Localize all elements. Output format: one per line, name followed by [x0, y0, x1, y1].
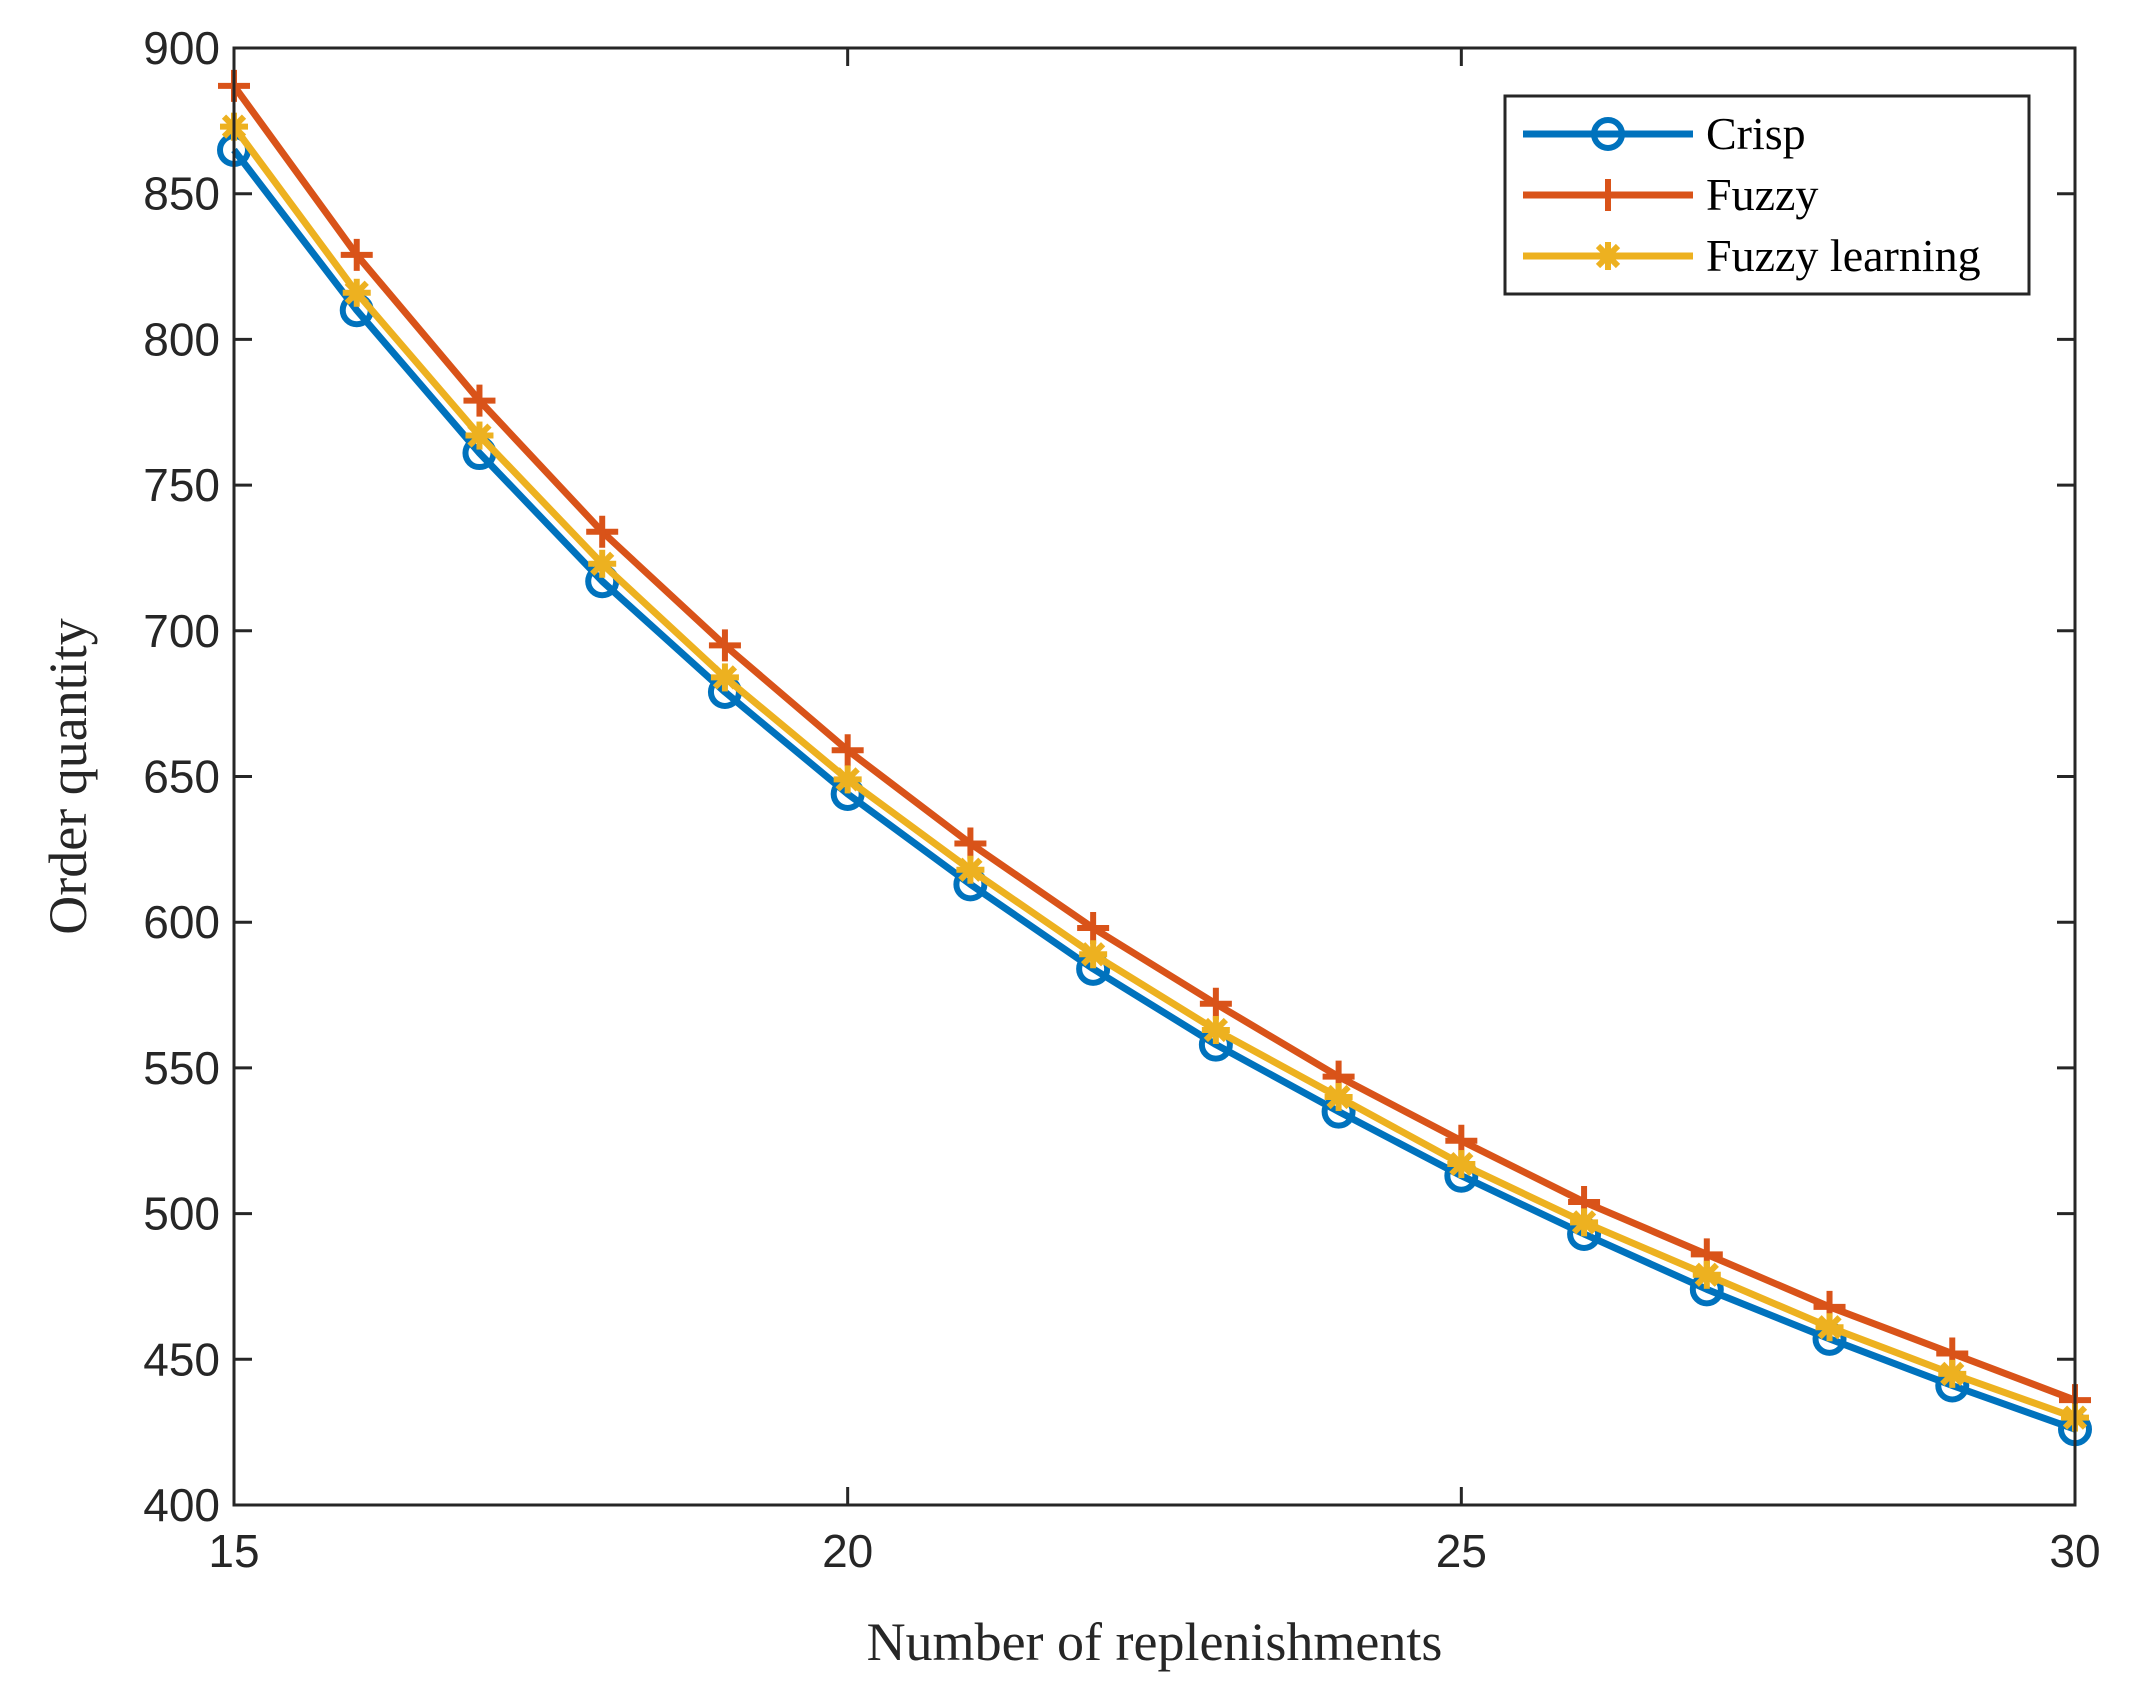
data-point — [342, 278, 371, 307]
legend-label: Fuzzy learning — [1706, 230, 1981, 281]
data-point — [954, 827, 987, 860]
data-point — [831, 734, 864, 767]
legend-label: Crisp — [1706, 108, 1806, 159]
series-fuzzy-learning — [220, 112, 2089, 1432]
y-tick-label: 800 — [143, 313, 220, 365]
y-tick-label: 900 — [143, 22, 220, 74]
data-point — [463, 384, 496, 417]
legend-item: Fuzzy — [1523, 169, 1818, 220]
data-point — [465, 421, 494, 450]
data-point — [1692, 1260, 1721, 1289]
data-point — [1324, 1083, 1353, 1112]
series-fuzzy — [218, 69, 2091, 1417]
legend-marker — [1591, 117, 1625, 151]
data-point — [340, 238, 373, 271]
y-tick-label: 500 — [143, 1188, 220, 1240]
x-tick-label: 15 — [208, 1525, 259, 1577]
y-tick-label: 450 — [143, 1333, 220, 1385]
data-point — [1077, 912, 1110, 945]
x-tick-label: 30 — [2049, 1525, 2100, 1577]
data-point — [956, 855, 985, 884]
x-axis-title: Number of replenishments — [867, 1612, 1443, 1672]
legend: Crisp Fuzzy Fuzzy learning — [1503, 94, 2031, 296]
plot-layer — [217, 69, 2092, 1447]
y-tick-label: 850 — [143, 168, 220, 220]
y-tick-label: 400 — [143, 1479, 220, 1531]
data-point — [708, 629, 741, 662]
y-axis-title: Order quantity — [38, 618, 98, 934]
data-point — [1815, 1313, 1844, 1342]
legend-marker — [1592, 179, 1624, 211]
data-point — [833, 765, 862, 794]
x-tick-label: 25 — [1436, 1525, 1487, 1577]
series-line — [231, 83, 2077, 1404]
y-tick-label: 650 — [143, 751, 220, 803]
data-point — [710, 663, 739, 692]
legend-label: Fuzzy — [1706, 169, 1818, 220]
data-point — [1199, 987, 1232, 1020]
data-point — [1079, 940, 1108, 969]
y-tick-label: 750 — [143, 459, 220, 511]
axis-ticks: 15 20 25 30 400 450 500 550 600 650 700 750 800 850 90… — [143, 22, 2100, 1577]
data-point — [1570, 1208, 1599, 1237]
legend-marker — [1594, 242, 1622, 270]
data-point — [588, 549, 617, 578]
y-tick-label: 550 — [143, 1042, 220, 1094]
data-point — [1201, 1016, 1230, 1045]
data-point — [1447, 1150, 1476, 1179]
x-tick-label: 20 — [822, 1525, 873, 1577]
series-line — [231, 124, 2077, 1421]
data-point — [1938, 1359, 1967, 1388]
y-tick-label: 600 — [143, 896, 220, 948]
legend-item: Fuzzy learning — [1523, 230, 1981, 281]
series-line — [231, 147, 2077, 1433]
data-point — [586, 515, 619, 548]
y-tick-label: 700 — [143, 605, 220, 657]
legend-item: Crisp — [1523, 108, 1806, 159]
